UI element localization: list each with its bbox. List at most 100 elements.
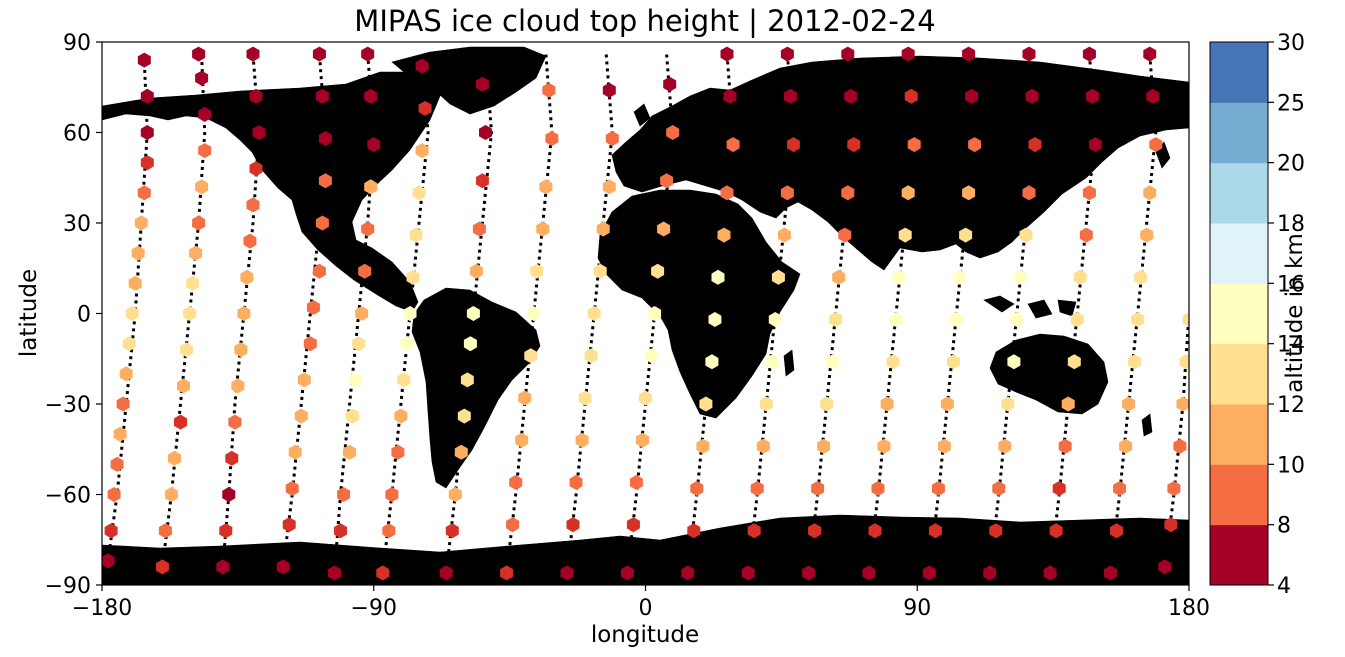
cloud-marker — [198, 143, 212, 159]
cloud-marker — [1049, 523, 1063, 539]
cloud-marker — [596, 221, 610, 237]
cloud-marker — [306, 300, 320, 315]
cloud-marker — [448, 487, 462, 502]
cloud-marker — [950, 312, 963, 327]
cloud-marker — [122, 336, 136, 352]
cloud-marker — [463, 336, 477, 352]
cloud-marker — [102, 553, 115, 569]
cloud-marker — [394, 408, 408, 424]
x-tick-label: 90 — [903, 596, 931, 621]
colorbar-tick-label: 4 — [1277, 574, 1291, 599]
cloud-marker — [137, 52, 151, 68]
cloud-marker — [1131, 312, 1145, 327]
cloud-marker — [780, 46, 794, 62]
cloud-marker — [382, 523, 396, 539]
cloud-marker — [780, 185, 794, 201]
cloud-marker — [723, 88, 737, 104]
cloud-marker — [391, 444, 405, 460]
cloud-marker — [222, 487, 236, 502]
cloud-marker — [527, 306, 541, 321]
cloud-marker — [328, 565, 341, 581]
cloud-marker — [476, 173, 489, 189]
cloud-marker — [183, 306, 197, 321]
cloud-marker — [965, 88, 979, 104]
cloud-marker — [140, 155, 154, 171]
cloud-marker — [777, 227, 791, 243]
cloud-marker — [1007, 354, 1021, 370]
new-zealand — [1141, 413, 1153, 437]
colorbar-tick-label: 18 — [1277, 212, 1305, 237]
cloud-marker — [620, 565, 634, 581]
cloud-marker — [195, 179, 209, 195]
cloud-marker — [158, 523, 172, 539]
cloud-marker — [303, 336, 317, 352]
cloud-marker — [155, 559, 169, 575]
cloud-marker — [116, 396, 130, 412]
cloud-marker — [231, 378, 245, 394]
britain — [633, 103, 651, 127]
cloud-marker — [566, 517, 580, 533]
cloud-marker — [947, 354, 960, 370]
cloud-marker — [364, 179, 378, 195]
y-tick-label: −60 — [45, 484, 91, 509]
cloud-marker — [140, 88, 154, 104]
cloud-marker — [472, 221, 486, 237]
cloud-marker — [759, 396, 773, 412]
cloud-marker — [346, 408, 360, 424]
cloud-marker — [962, 46, 976, 62]
cloud-marker — [811, 481, 825, 496]
y-tick-label: −30 — [45, 393, 91, 418]
cloud-marker — [1010, 312, 1024, 327]
cloud-marker — [1052, 481, 1066, 496]
cloud-marker — [1140, 227, 1154, 243]
cloud-marker — [403, 306, 417, 321]
cloud-marker — [575, 432, 589, 448]
cloud-marker — [219, 523, 233, 539]
colorbar-bin — [1210, 102, 1268, 164]
cloud-marker — [1022, 185, 1036, 201]
cloud-marker — [660, 173, 674, 189]
cloud-marker — [708, 312, 722, 327]
cloud-marker — [466, 306, 480, 321]
colorbar-bin — [1210, 42, 1268, 103]
cloud-marker — [1001, 396, 1015, 412]
cloud-marker — [409, 227, 423, 243]
cloud-marker — [1173, 438, 1187, 454]
y-axis-label: latitude — [16, 269, 42, 357]
cloud-marker — [765, 354, 779, 370]
cloud-marker — [1061, 396, 1075, 412]
cloud-marker — [376, 565, 390, 581]
cloud-marker — [186, 275, 200, 291]
y-tick-label: 90 — [63, 31, 91, 56]
cloud-marker — [1146, 88, 1160, 104]
cloud-marker — [312, 46, 326, 62]
colorbar-bin — [1210, 404, 1268, 465]
cloud-marker — [648, 306, 662, 321]
cloud-marker — [826, 354, 840, 370]
x-tick-label: 180 — [1168, 596, 1210, 621]
cloud-marker — [841, 185, 855, 201]
cloud-marker — [1025, 88, 1039, 104]
cloud-marker — [1164, 517, 1178, 533]
cloud-marker — [959, 227, 973, 243]
cloud-marker — [189, 245, 203, 261]
land-masses — [102, 46, 1189, 585]
cloud-marker — [968, 137, 982, 153]
cloud-marker — [469, 263, 483, 279]
cloud-marker — [406, 269, 420, 285]
cloud-marker — [699, 396, 713, 412]
y-tick-label: 0 — [77, 303, 91, 328]
cloud-marker — [1143, 185, 1157, 201]
cloud-marker — [131, 245, 145, 261]
cloud-marker — [249, 161, 263, 177]
cloud-marker — [1167, 481, 1181, 496]
cloud-marker — [454, 444, 468, 460]
eurasia — [611, 55, 1189, 271]
cloud-marker — [871, 481, 885, 496]
cloud-marker — [1128, 354, 1142, 370]
cloud-marker — [168, 450, 181, 466]
cloud-marker — [500, 565, 514, 581]
cloud-marker — [681, 565, 695, 581]
cloud-marker — [137, 185, 151, 201]
